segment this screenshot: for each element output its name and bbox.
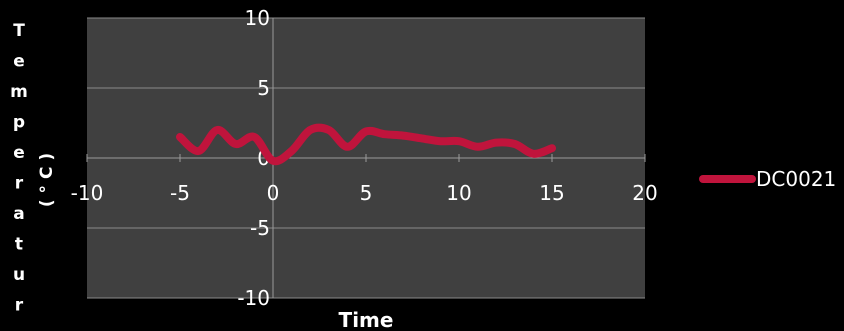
series-line bbox=[176, 123, 556, 166]
x-tick-label: 5 bbox=[360, 181, 373, 205]
y-axis-unit-label: ( ° C ) bbox=[37, 153, 57, 207]
y-axis-title-char: e bbox=[13, 52, 25, 72]
y-axis-title-char: m bbox=[10, 82, 28, 102]
x-tick-label: 15 bbox=[539, 181, 564, 205]
y-tick-label: 10 bbox=[245, 6, 270, 30]
y-tick-label: 5 bbox=[257, 76, 270, 100]
y-axis-title-char: a bbox=[13, 204, 24, 224]
x-tick-label: 0 bbox=[267, 181, 280, 205]
data-series bbox=[176, 123, 556, 166]
y-axis-title-char: r bbox=[15, 296, 24, 316]
y-axis-title-char: T bbox=[13, 21, 25, 41]
y-tick-label: -5 bbox=[250, 216, 270, 240]
x-axis-title: Time bbox=[339, 308, 394, 331]
y-tick-label: -10 bbox=[237, 286, 270, 310]
y-axis-unit-text: ( ° C ) bbox=[37, 153, 57, 207]
x-tick-label: -5 bbox=[170, 181, 190, 205]
x-tick-label: 20 bbox=[632, 181, 657, 205]
y-axis-title-char: u bbox=[13, 265, 25, 285]
y-axis-title-char: t bbox=[15, 235, 23, 255]
y-axis-title-char: p bbox=[13, 113, 25, 133]
y-axis-title-char: r bbox=[15, 174, 24, 194]
y-axis-title-char: e bbox=[13, 143, 25, 163]
legend: DC0021 bbox=[699, 167, 836, 191]
x-tick-label: -10 bbox=[71, 181, 104, 205]
legend-label: DC0021 bbox=[756, 167, 836, 191]
x-tick-label: 10 bbox=[446, 181, 471, 205]
